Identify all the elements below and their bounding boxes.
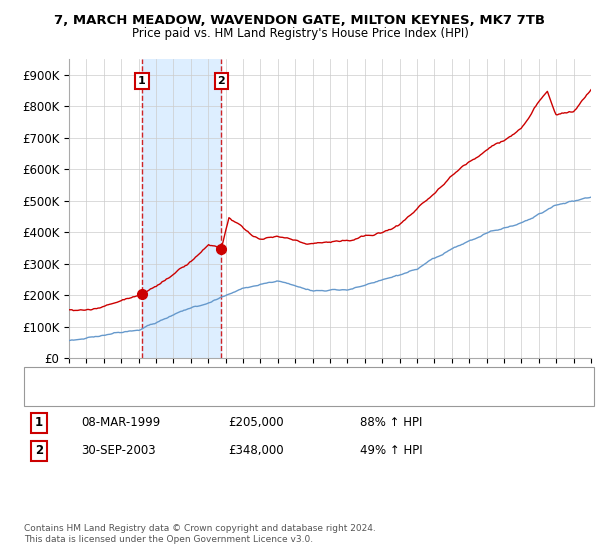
Text: 2: 2 [217,76,225,86]
Text: 88% ↑ HPI: 88% ↑ HPI [360,416,422,430]
Text: 08-MAR-1999: 08-MAR-1999 [81,416,160,430]
Text: Contains HM Land Registry data © Crown copyright and database right 2024.: Contains HM Land Registry data © Crown c… [24,524,376,533]
Text: 1: 1 [35,416,43,430]
Bar [142,59,221,358]
Text: £348,000: £348,000 [228,444,284,458]
Text: 1: 1 [138,76,146,86]
Text: This data is licensed under the Open Government Licence v3.0.: This data is licensed under the Open Gov… [24,535,313,544]
Text: ——: —— [36,388,64,402]
Text: 2: 2 [35,444,43,458]
Text: HPI: Average price, detached house, Milton Keynes: HPI: Average price, detached house, Milt… [69,390,334,400]
Text: 7, MARCH MEADOW, WAVENDON GATE, MILTON KEYNES, MK7 7TB (detached house): 7, MARCH MEADOW, WAVENDON GATE, MILTON K… [69,373,506,383]
Text: Price paid vs. HM Land Registry's House Price Index (HPI): Price paid vs. HM Land Registry's House … [131,27,469,40]
Text: 7, MARCH MEADOW, WAVENDON GATE, MILTON KEYNES, MK7 7TB: 7, MARCH MEADOW, WAVENDON GATE, MILTON K… [55,14,545,27]
Text: £205,000: £205,000 [228,416,284,430]
Text: 49% ↑ HPI: 49% ↑ HPI [360,444,422,458]
Text: ——: —— [36,371,64,385]
Text: 30-SEP-2003: 30-SEP-2003 [81,444,155,458]
